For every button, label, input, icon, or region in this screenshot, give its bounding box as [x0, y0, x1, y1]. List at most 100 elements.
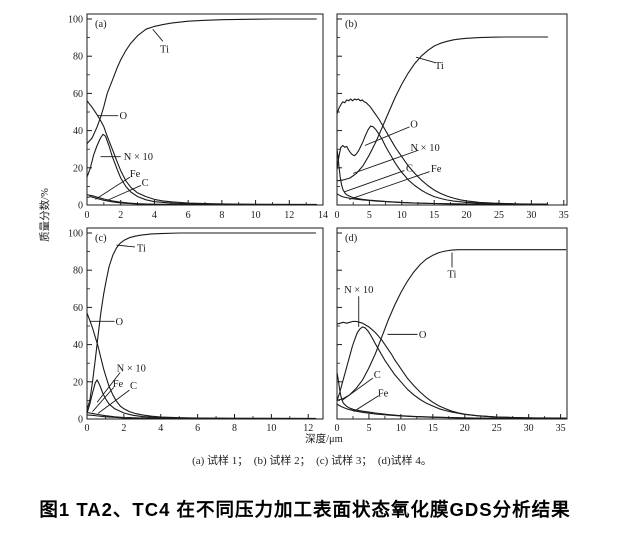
x-tick-label: 5 [367, 210, 372, 221]
x-tick-label: 15 [428, 423, 438, 434]
x-tick-label: 0 [335, 210, 340, 221]
leader-line [415, 56, 436, 64]
x-tick-label: 8 [232, 423, 237, 434]
y-tick-label: 20 [73, 163, 83, 174]
series-annotation-label: Fe [378, 388, 389, 399]
series-Ti-curve [336, 249, 567, 401]
x-tick-label: 12 [284, 210, 294, 221]
x-tick-label: 0 [85, 210, 90, 221]
series-annotation-label: Ti [160, 44, 169, 55]
x-tick-label: 25 [492, 423, 502, 434]
series-annotation-label: Fe [130, 169, 141, 180]
x-tick-label: 35 [556, 423, 566, 434]
leader-line [116, 244, 135, 248]
series-annotation-label: C [374, 370, 381, 381]
series-C-curve [86, 196, 317, 206]
x-tick-label: 10 [266, 423, 276, 434]
panel-letter: (a) [95, 19, 107, 30]
x-tick-label: 6 [186, 210, 191, 221]
series-annotation-label: C [130, 381, 137, 392]
x-tick-label: 10 [396, 423, 406, 434]
leader-line [343, 170, 405, 193]
x-tick-label: 30 [526, 210, 536, 221]
series-annotation-label: N × 10 [410, 143, 439, 154]
series-Ti-curve [336, 36, 549, 182]
series-annotation-label: Fe [113, 379, 124, 390]
x-tick-label: 0 [335, 423, 340, 434]
series-N10-curve [336, 125, 549, 205]
series-annotation-label: O [419, 330, 427, 341]
x-tick-label: 30 [524, 423, 534, 434]
series-annotation-label: Ti [137, 243, 146, 254]
x-tick-label: 4 [158, 423, 163, 434]
panel-letter: (d) [345, 233, 358, 244]
series-annotation-label: N × 10 [117, 363, 146, 374]
series-C-curve [86, 414, 317, 420]
series-annotation-label: Fe [431, 164, 442, 175]
x-tick-label: 0 [85, 423, 90, 434]
series-annotation-label: C [142, 178, 149, 189]
leader-line [152, 28, 164, 42]
x-tick-label: 20 [462, 210, 472, 221]
y-tick-label: 20 [73, 377, 83, 388]
x-tick-label: 5 [366, 423, 371, 434]
x-axis-label: 深度/μm [305, 432, 343, 445]
series-Fe-curve [336, 403, 567, 419]
y-tick-label: 60 [73, 89, 83, 100]
figure-title: 图1 TA2、TC4 在不同压力加工表面状态氧化膜GDS分析结果 [39, 499, 571, 520]
panel-c: 0 2 4 6 8 10 12 0 20 40 60 80 100 (c) Ti O N × 10 Fe C [68, 227, 324, 434]
series-N10-curve [336, 326, 567, 419]
x-tick-label: 10 [397, 210, 407, 221]
series-Ti-curve [86, 18, 317, 145]
leader-line [353, 149, 419, 174]
series-Fe-curve [336, 193, 549, 205]
panel-letter: (c) [95, 233, 107, 244]
series-annotation-label: Ti [448, 269, 457, 280]
panel-d: 0 5 10 15 20 25 30 35 (d) N × 10 Ti O C Fe [335, 227, 568, 434]
y-tick-label: 40 [73, 340, 83, 351]
x-tick-label: 4 [152, 210, 157, 221]
x-tick-label: 10 [251, 210, 261, 221]
x-tick-label: 20 [460, 423, 470, 434]
leader-line [107, 185, 142, 201]
leader-line [349, 171, 430, 200]
x-tick-label: 15 [429, 210, 439, 221]
y-tick-label: 100 [68, 15, 83, 26]
panel-frame [336, 13, 568, 206]
series-annotation-label: N × 10 [344, 285, 373, 296]
leader-line [353, 395, 379, 412]
series-annotation-label: C [406, 163, 413, 174]
leader-line [92, 387, 115, 412]
y-tick-label: 80 [73, 52, 83, 63]
y-tick-label: 0 [78, 201, 83, 212]
series-annotation-label: N × 10 [124, 152, 153, 163]
panel-frame [336, 227, 568, 420]
x-tick-label: 2 [118, 210, 123, 221]
series-annotation-label: O [119, 111, 127, 122]
panel-letter: (b) [345, 19, 358, 30]
series-annotation-label: O [410, 120, 418, 131]
series-annotation-label: Ti [435, 61, 444, 72]
y-tick-label: 40 [73, 126, 83, 137]
y-tick-label: 0 [78, 415, 83, 426]
y-tick-label: 100 [68, 229, 83, 240]
x-tick-label: 25 [494, 210, 504, 221]
x-tick-label: 35 [559, 210, 569, 221]
leader-line [364, 126, 410, 146]
leader-line [97, 389, 130, 414]
y-axis-label: 质量分数/% [38, 188, 51, 242]
leader-line [96, 372, 121, 403]
x-tick-label: 6 [195, 423, 200, 434]
x-tick-label: 2 [121, 423, 126, 434]
panel-a: 0 2 4 6 8 10 12 14 0 20 40 60 80 100 (a) Ti O N × 10 FeC [68, 13, 328, 221]
series-O-curve [336, 98, 549, 205]
subplot-caption: (a) 试样 1； (b) 试样 2； (c) 试样 3； (d)试样 4。 [192, 455, 432, 467]
series-N10-curve [86, 133, 317, 206]
y-tick-label: 60 [73, 303, 83, 314]
leader-line [341, 377, 374, 401]
leader-line [95, 176, 131, 200]
series-C-curve [336, 148, 549, 205]
panel-frame [86, 13, 324, 206]
